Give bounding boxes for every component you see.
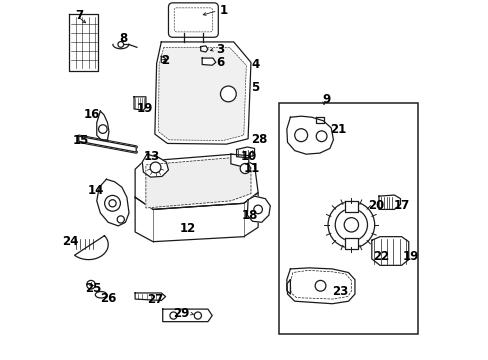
Text: 14: 14 <box>87 184 104 197</box>
Text: 23: 23 <box>332 285 348 298</box>
Polygon shape <box>97 111 109 140</box>
Circle shape <box>335 209 367 241</box>
Polygon shape <box>158 47 246 140</box>
Polygon shape <box>286 116 333 154</box>
Circle shape <box>118 41 123 47</box>
Text: 18: 18 <box>241 209 258 222</box>
Text: 2: 2 <box>161 54 169 67</box>
Text: 25: 25 <box>85 282 101 295</box>
Text: 4: 4 <box>250 58 259 71</box>
Text: 19: 19 <box>402 249 419 262</box>
Polygon shape <box>69 14 98 71</box>
Polygon shape <box>74 236 108 260</box>
Polygon shape <box>135 293 165 301</box>
Text: 11: 11 <box>244 162 260 175</box>
Circle shape <box>220 86 236 102</box>
Text: 20: 20 <box>367 199 384 212</box>
Text: 19: 19 <box>136 103 152 116</box>
Circle shape <box>240 163 250 174</box>
Text: 13: 13 <box>143 150 159 163</box>
Polygon shape <box>161 56 166 63</box>
Text: 22: 22 <box>372 249 388 262</box>
Text: 10: 10 <box>240 150 256 163</box>
Circle shape <box>314 280 325 291</box>
Text: 28: 28 <box>250 133 267 146</box>
Circle shape <box>344 218 358 232</box>
Polygon shape <box>202 58 215 65</box>
FancyBboxPatch shape <box>174 8 212 32</box>
FancyBboxPatch shape <box>168 3 218 37</box>
Circle shape <box>327 202 374 248</box>
Polygon shape <box>135 154 258 210</box>
Polygon shape <box>79 136 136 152</box>
Circle shape <box>117 216 124 223</box>
Polygon shape <box>135 193 258 242</box>
Polygon shape <box>201 46 207 52</box>
Polygon shape <box>163 309 212 321</box>
Text: 26: 26 <box>100 292 117 305</box>
Circle shape <box>104 195 120 211</box>
Polygon shape <box>371 237 408 265</box>
Circle shape <box>169 312 177 319</box>
Circle shape <box>194 312 201 319</box>
Polygon shape <box>236 147 254 158</box>
Polygon shape <box>134 97 145 110</box>
Polygon shape <box>230 154 248 166</box>
Circle shape <box>294 129 307 141</box>
Polygon shape <box>145 158 250 208</box>
Text: 6: 6 <box>215 56 224 69</box>
Polygon shape <box>155 42 250 144</box>
Polygon shape <box>247 196 270 222</box>
Text: 17: 17 <box>392 199 409 212</box>
Text: 24: 24 <box>62 235 79 248</box>
Circle shape <box>99 125 107 134</box>
Text: 3: 3 <box>216 42 224 55</box>
Ellipse shape <box>95 292 106 298</box>
Text: 29: 29 <box>173 307 190 320</box>
Text: 5: 5 <box>250 81 259 94</box>
Text: 7: 7 <box>75 9 83 22</box>
Bar <box>278 103 417 334</box>
Polygon shape <box>286 268 354 304</box>
Polygon shape <box>142 154 168 177</box>
Polygon shape <box>344 238 357 249</box>
Text: 27: 27 <box>147 293 163 306</box>
Text: 1: 1 <box>219 4 227 17</box>
Polygon shape <box>378 195 400 210</box>
Circle shape <box>253 205 262 214</box>
Text: 8: 8 <box>120 32 128 45</box>
Text: 21: 21 <box>329 122 346 136</box>
Circle shape <box>86 280 95 289</box>
Text: 16: 16 <box>84 108 100 121</box>
Circle shape <box>150 162 161 173</box>
Text: 15: 15 <box>73 134 89 147</box>
Text: 9: 9 <box>322 93 330 106</box>
Circle shape <box>316 131 326 141</box>
Polygon shape <box>344 201 357 212</box>
Circle shape <box>109 200 116 207</box>
Text: 12: 12 <box>179 222 195 235</box>
Polygon shape <box>97 179 129 226</box>
